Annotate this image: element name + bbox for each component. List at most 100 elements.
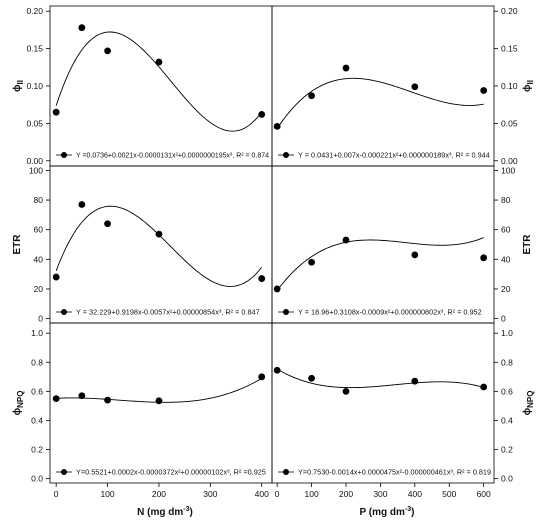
y-tick-label: 0.15 <box>26 44 43 54</box>
data-point <box>411 377 419 385</box>
data-point <box>258 275 266 282</box>
data-point <box>78 201 86 208</box>
x-axis-label: P (mg dm-3) <box>360 506 415 518</box>
y-tick-label: 100 <box>29 165 43 175</box>
y-tick-label: 0 <box>501 314 506 324</box>
y-axis-label: ϕII <box>12 80 25 92</box>
y-tick-label: 0.6 <box>501 386 513 396</box>
x-tick-label: 600 <box>477 489 491 499</box>
y-tick-label: 1.0 <box>31 328 43 338</box>
y-tick-label: 40 <box>501 254 511 264</box>
x-tick-label: 200 <box>339 489 353 499</box>
y-tick-label: 80 <box>501 195 511 205</box>
y-tick-label: 40 <box>34 254 44 264</box>
x-tick-label: 500 <box>442 489 456 499</box>
data-point <box>104 396 111 404</box>
y-tick-label: 0.10 <box>501 81 518 91</box>
x-tick-label: 400 <box>408 489 422 499</box>
fit-equation: Y = 32.229+0.9198x-0.0057x²+0.00000854x³… <box>76 308 260 317</box>
y-tick-label: 0.4 <box>31 415 43 425</box>
y-tick-label: 0.10 <box>26 81 43 91</box>
y-tick-label: 0.20 <box>26 6 43 16</box>
data-point <box>273 122 281 130</box>
data-point <box>342 387 350 395</box>
fitted-curve <box>276 368 484 389</box>
x-axis-label: N (mg dm-3) <box>137 506 193 518</box>
data-point <box>155 397 163 405</box>
y-axis-label: ϕNPQ <box>12 391 25 416</box>
y-axis-label: ϕNPQ <box>522 391 535 416</box>
data-point <box>411 251 419 259</box>
fit-equation: Y = 0.0431+0.007x-0.000221x²+0.000000189… <box>298 151 490 160</box>
panel-bottom-right: 0.0 0.2 0.4 0.6 0.8 1.0 0 100 200 300 400 500 600 P (… <box>271 322 535 518</box>
y-tick-label: 0 <box>38 314 43 324</box>
y-tick-label: 0.8 <box>31 357 43 367</box>
panel-top-right: 0.00 0.05 0.10 0.15 0.20 ϕII Y = 0.0431+0.007x… <box>271 5 535 167</box>
y-tick-label: 0.00 <box>501 156 518 166</box>
data-point <box>78 392 86 400</box>
data-point <box>480 383 488 391</box>
y-tick-label: 0.05 <box>26 118 43 128</box>
data-point <box>155 58 163 66</box>
y-tick-label: 0.8 <box>501 357 513 367</box>
y-tick-label: 100 <box>501 165 515 175</box>
data-point <box>52 273 60 281</box>
panel-bottom-left: 0.0 0.2 0.4 0.6 0.8 1.0 0 100 200 300 400 N (mg dm-… <box>12 322 273 518</box>
y-tick-label: 0.15 <box>501 44 518 54</box>
x-tick-label: 0 <box>275 489 280 499</box>
y-axis-label: ETR <box>522 234 533 255</box>
legend-marker <box>283 309 289 315</box>
data-point <box>104 47 111 55</box>
data-point <box>308 258 315 266</box>
data-point <box>52 395 60 403</box>
data-point <box>273 366 281 374</box>
y-tick-label: 60 <box>34 225 44 235</box>
x-tick-label: 300 <box>203 489 217 499</box>
panel-middle-left: 0 20 40 60 80 100 ETR Y = 32.229+0.9198x-0.0057… <box>12 165 273 324</box>
x-tick-label: 100 <box>304 489 318 499</box>
data-point <box>342 64 350 72</box>
y-tick-label: 20 <box>34 284 44 294</box>
fit-equation: Y =0.0736+0.0021x-0.0000131x²+0.00000001… <box>76 151 269 160</box>
data-point <box>342 236 350 244</box>
data-point <box>308 374 315 382</box>
data-point <box>411 83 419 91</box>
y-tick-label: 0.20 <box>501 6 518 16</box>
y-tick-label: 0.4 <box>501 415 513 425</box>
x-tick-label: 100 <box>100 489 114 499</box>
y-tick-label: 0.2 <box>501 445 513 455</box>
x-tick-label: 200 <box>152 489 166 499</box>
y-tick-label: 60 <box>501 225 511 235</box>
y-tick-label: 0.0 <box>501 474 513 484</box>
y-tick-label: 0.00 <box>26 156 43 166</box>
y-tick-label: 0.05 <box>501 118 518 128</box>
data-point <box>52 108 60 116</box>
x-tick-label: 0 <box>54 489 59 499</box>
data-point <box>155 230 163 238</box>
fit-equation: Y=0.5521+0.0002x-0.0000372x²+0.00000102x… <box>76 468 266 477</box>
fit-equation: Y = 18.96+0.3108x-0.0009x²+0.000000802x³… <box>298 308 482 317</box>
y-tick-label: 0.0 <box>31 474 43 484</box>
y-tick-label: 80 <box>34 195 44 205</box>
legend-marker <box>283 469 289 475</box>
x-tick-label: 400 <box>255 489 269 499</box>
y-tick-label: 1.0 <box>501 328 513 338</box>
data-point <box>480 87 488 94</box>
data-point <box>104 220 111 228</box>
fitted-curve <box>55 31 263 132</box>
y-axis-label: ϕII <box>522 80 535 92</box>
y-axis-label: ETR <box>12 234 23 255</box>
fitted-curve <box>276 77 484 129</box>
data-point <box>273 285 281 293</box>
legend-marker <box>61 469 67 475</box>
data-point <box>308 92 315 100</box>
data-point <box>258 373 266 381</box>
y-tick-label: 0.2 <box>31 445 43 455</box>
data-point <box>78 24 86 32</box>
data-point <box>258 111 266 118</box>
panel-frame <box>271 322 495 484</box>
fit-equation: Y=0.7530-0.0014x+0.0000475x²-0.000000461… <box>298 468 491 477</box>
